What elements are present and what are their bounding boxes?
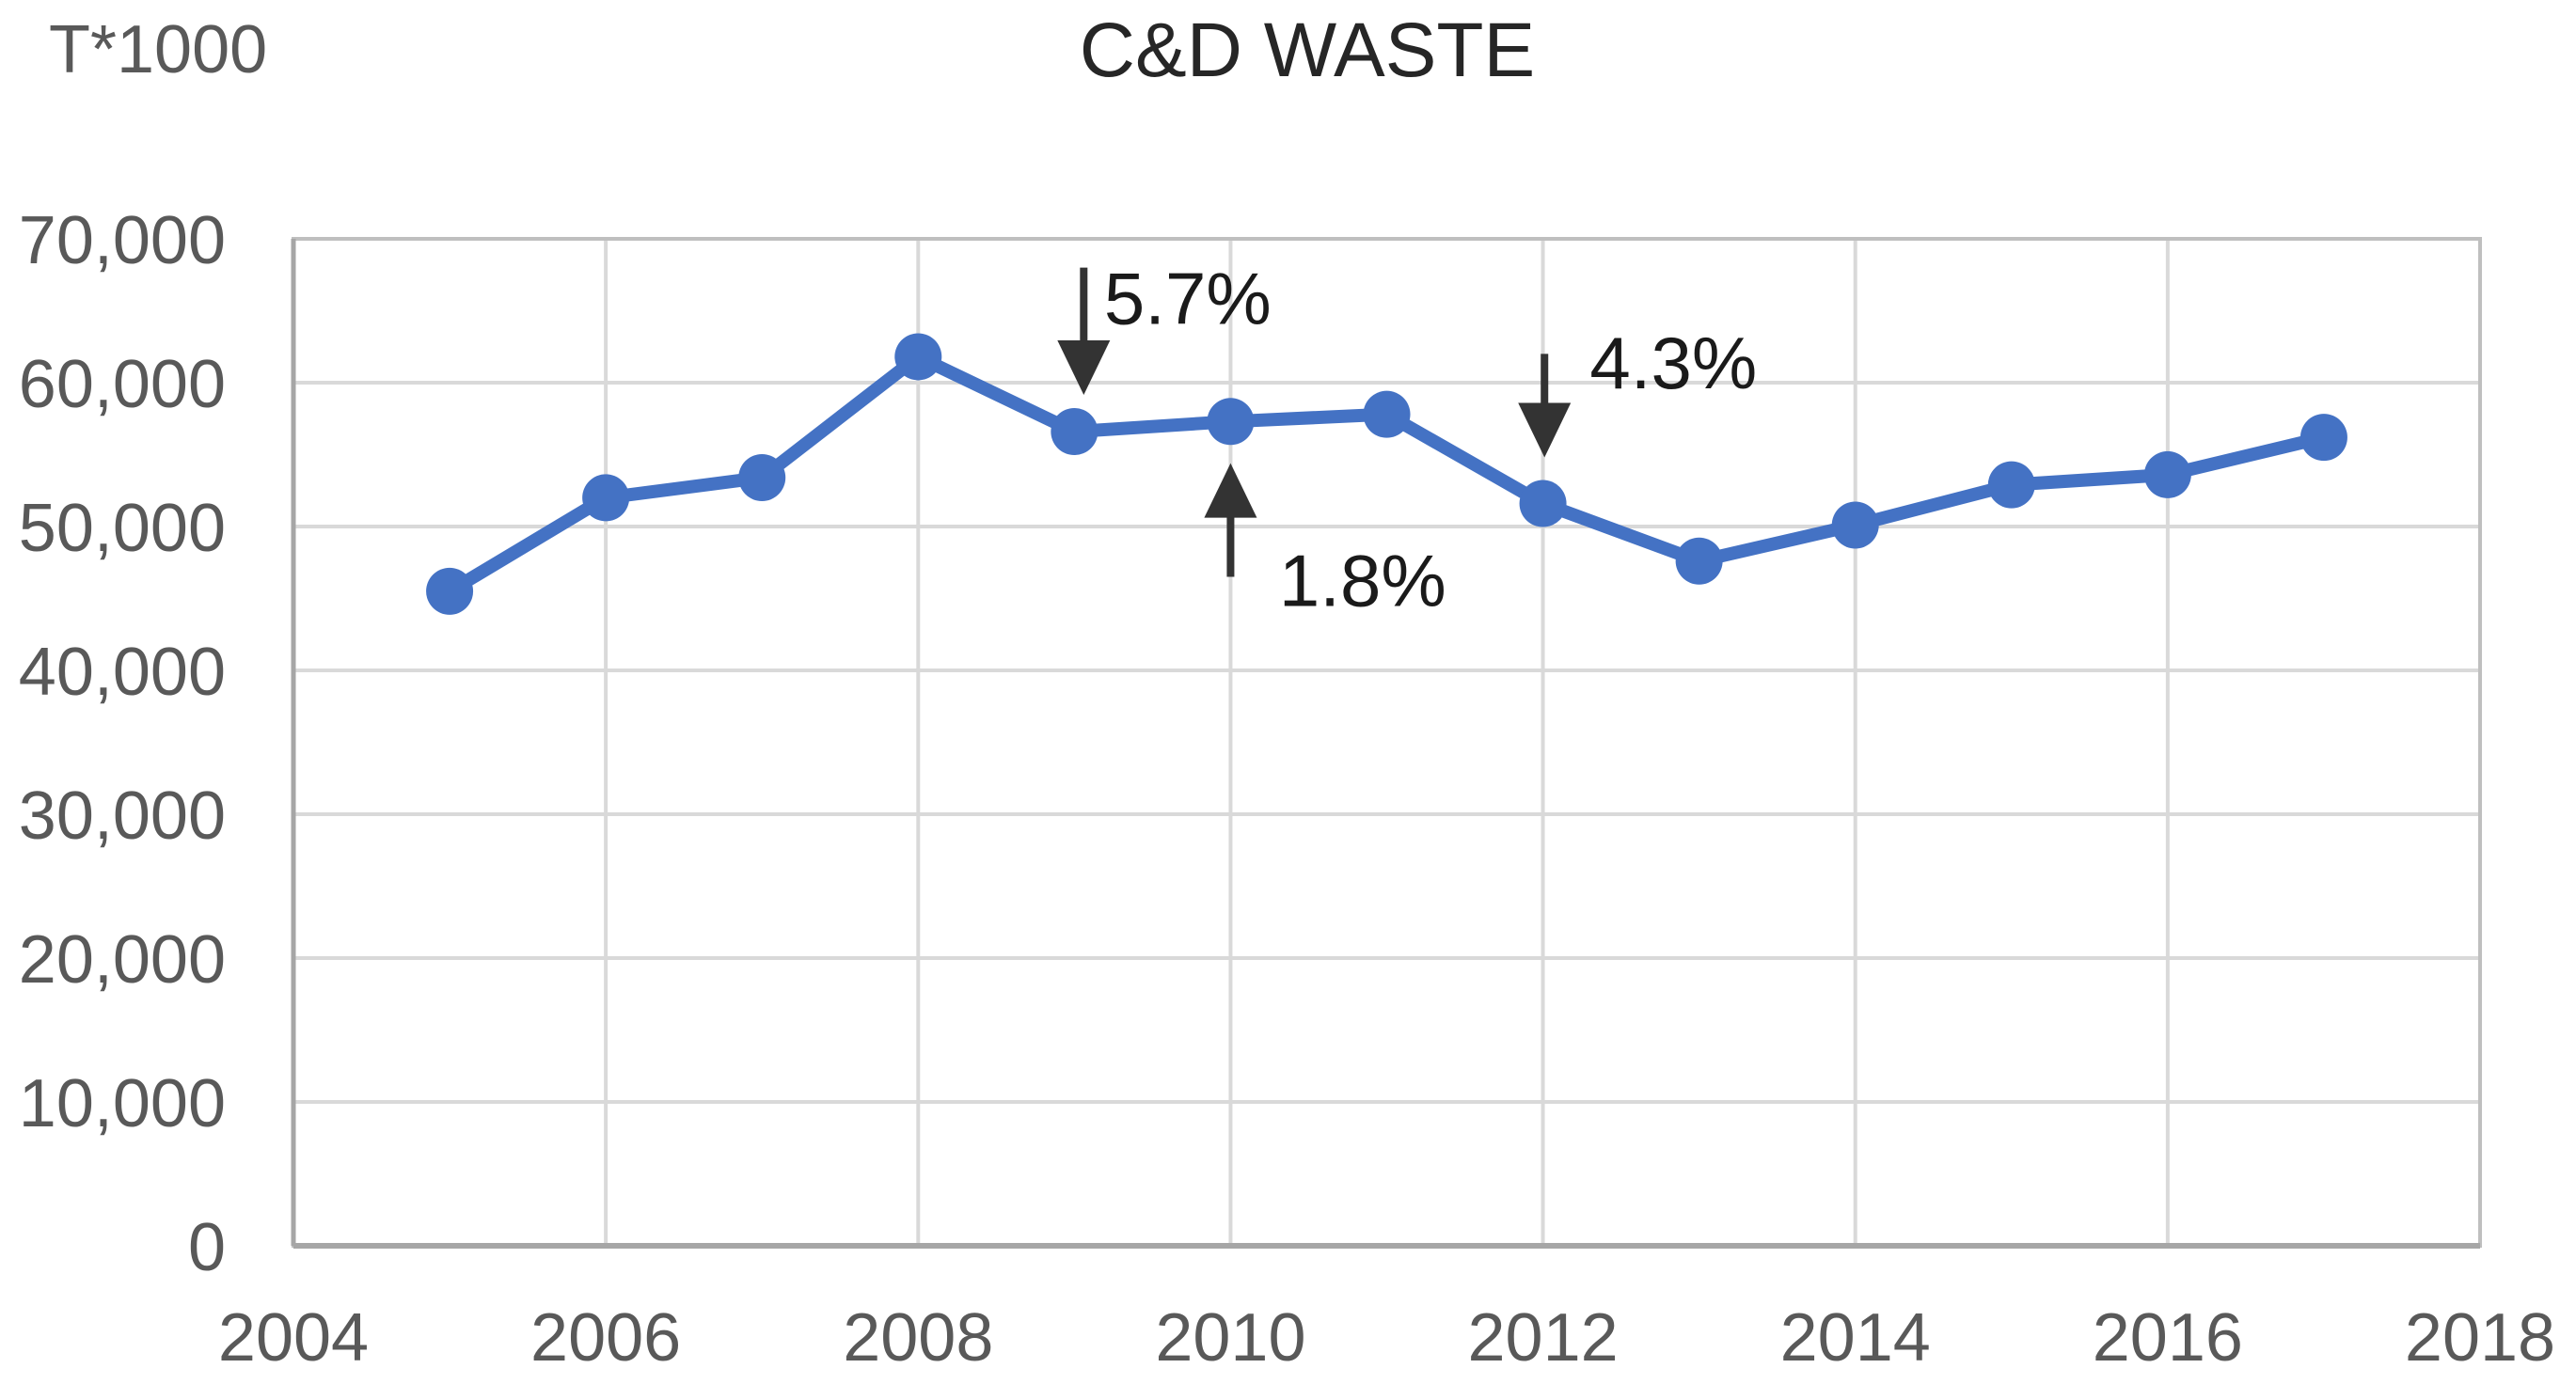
y-axis-unit-label: T*1000 bbox=[49, 12, 268, 87]
x-tick-label: 2012 bbox=[1467, 1300, 1618, 1376]
data-point-marker bbox=[1519, 480, 1567, 527]
x-tick-label: 2006 bbox=[530, 1300, 681, 1376]
plot-border bbox=[292, 237, 2482, 1248]
y-tick-label: 20,000 bbox=[19, 922, 226, 998]
x-tick-label: 2016 bbox=[2093, 1300, 2243, 1376]
y-tick-label: 0 bbox=[188, 1210, 226, 1285]
y-tick-label: 60,000 bbox=[19, 347, 226, 422]
y-tick-label: 30,000 bbox=[19, 778, 226, 854]
y-tick-label: 40,000 bbox=[19, 635, 226, 710]
x-tick-label: 2004 bbox=[218, 1300, 369, 1376]
data-point-marker bbox=[2143, 450, 2191, 498]
y-tick-label: 70,000 bbox=[19, 203, 226, 278]
down-arrowhead-icon bbox=[1518, 402, 1572, 458]
data-point-marker bbox=[738, 453, 786, 501]
data-point-marker bbox=[1051, 408, 1098, 456]
data-point-marker bbox=[582, 474, 630, 522]
x-tick-label: 2014 bbox=[1780, 1300, 1931, 1376]
annotation-label: 1.8% bbox=[1279, 540, 1446, 622]
data-point-marker bbox=[1831, 501, 1879, 549]
y-tick-label: 10,000 bbox=[19, 1066, 226, 1141]
x-tick-label: 2008 bbox=[843, 1300, 993, 1376]
data-point-marker bbox=[2299, 414, 2347, 462]
data-point-marker bbox=[426, 567, 474, 615]
data-point-marker bbox=[1987, 461, 2035, 509]
x-tick-label: 2018 bbox=[2405, 1300, 2555, 1376]
annotation-label: 5.7% bbox=[1104, 258, 1272, 340]
up-arrowhead-icon bbox=[1204, 463, 1257, 518]
data-point-marker bbox=[1675, 537, 1723, 585]
data-point-marker bbox=[894, 333, 942, 381]
down-arrowhead-icon bbox=[1057, 340, 1111, 396]
annotation-label: 4.3% bbox=[1589, 322, 1757, 404]
data-point-marker bbox=[1207, 398, 1255, 446]
x-tick-label: 2010 bbox=[1155, 1300, 1305, 1376]
data-point-marker bbox=[1363, 390, 1411, 438]
y-tick-label: 50,000 bbox=[19, 491, 226, 566]
chart-title: C&D WASTE bbox=[1079, 8, 1536, 93]
